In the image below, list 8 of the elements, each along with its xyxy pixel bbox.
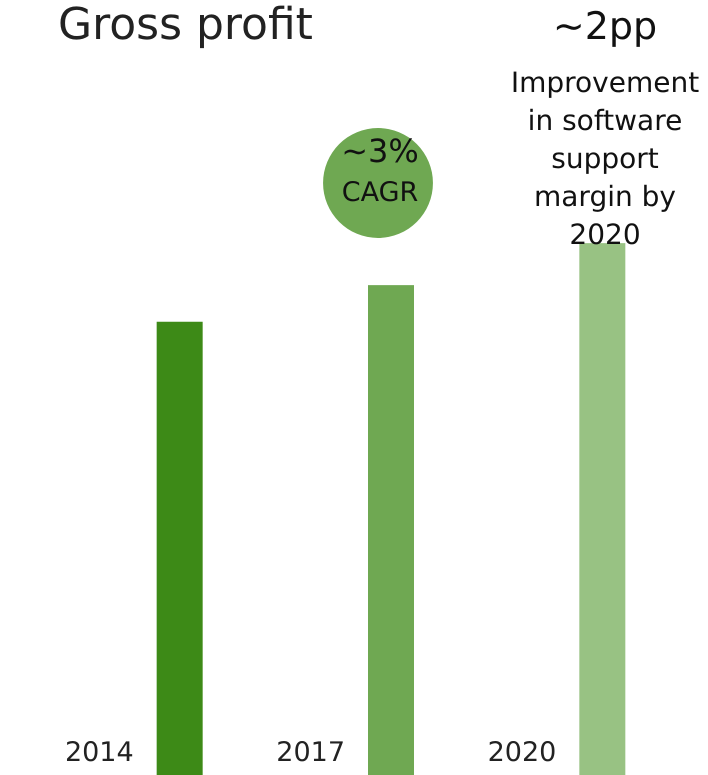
x-tick-label: 2014: [64, 737, 134, 768]
x-tick-label: 2020: [488, 737, 556, 768]
x-tick-label: 2017: [276, 737, 345, 768]
annotation: Improvement in software support margin by 2020: [510, 66, 700, 251]
text: ~3%: [341, 132, 419, 170]
text: ~2pp: [552, 4, 658, 48]
text: CAGR: [342, 177, 418, 208]
chart-title: Gross profit: [58, 0, 313, 50]
